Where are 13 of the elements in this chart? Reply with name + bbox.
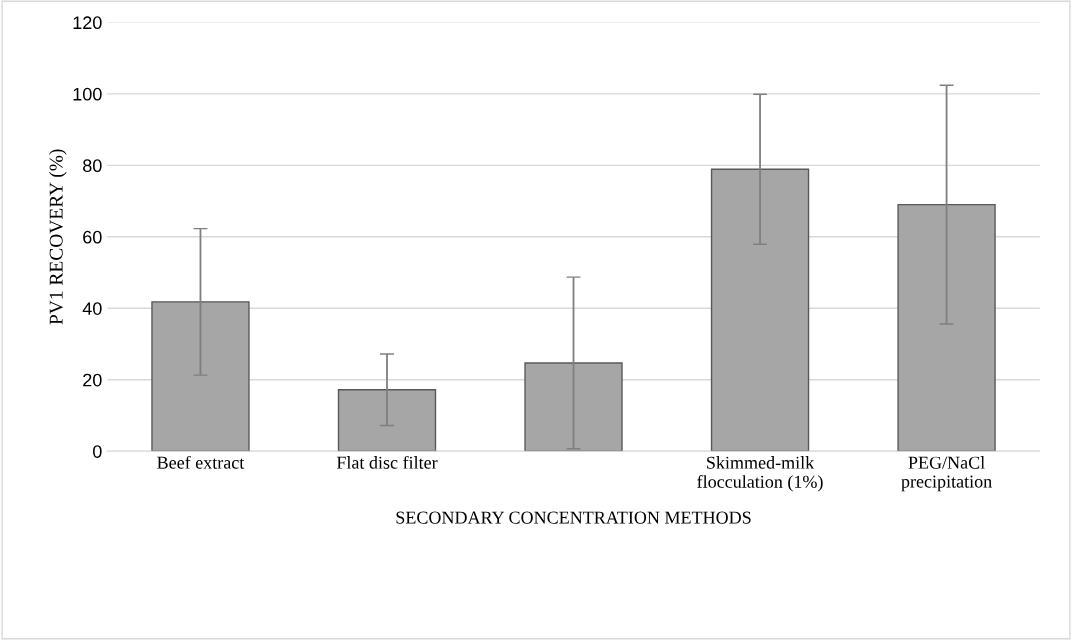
y-tick-label: 40 [82,302,102,315]
x-tick-label: PEG/NaCl precipitation [901,456,992,492]
y-tick-label: 0 [93,445,102,458]
y-tick-label: 120 [73,16,102,30]
x-tick-label: Skimmed-milk flocculation (1%) [697,456,823,492]
x-tick-label: Flat disc filter [336,455,438,469]
x-tick-label: Beef extract [157,455,245,469]
y-tick-label: 60 [83,230,102,244]
y-tick-label: 20 [83,373,102,387]
y-tick-label: 80 [83,159,102,173]
x-axis-title: SECONDARY CONCENTRATION METHODS [396,511,751,524]
y-tick-label: 100 [73,87,102,101]
y-axis-title: PV1 RECOVERY (%) [49,149,67,325]
